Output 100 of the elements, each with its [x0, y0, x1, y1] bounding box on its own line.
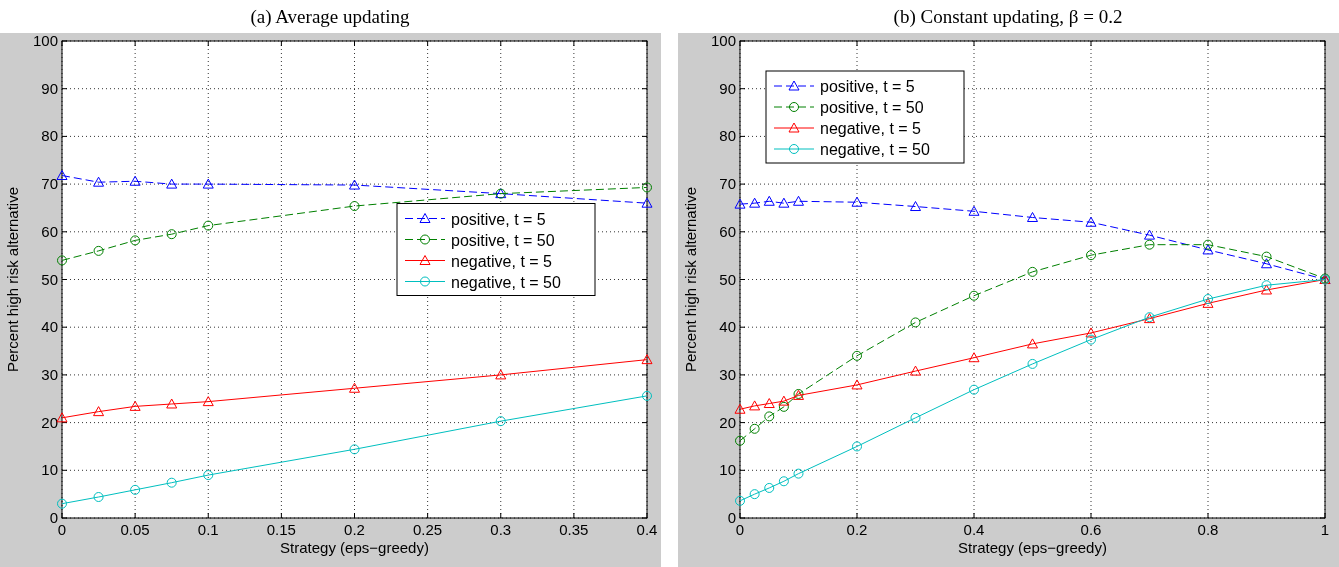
point	[735, 495, 745, 506]
y-tick-label: 50	[719, 270, 736, 288]
y-tick-label: 30	[719, 365, 736, 383]
point	[969, 290, 979, 301]
chart-title: (b) Constant updating, β = 0.2	[893, 6, 1123, 28]
y-tick-label: 90	[41, 79, 58, 97]
y-tick-label: 40	[719, 318, 736, 336]
x-tick-label: 0.2	[846, 521, 868, 538]
y-tick-label: 100	[710, 32, 736, 49]
y-tick-label: 80	[719, 127, 736, 145]
point	[129, 175, 141, 186]
point	[56, 170, 68, 181]
x-tick-label: 0.15	[266, 521, 296, 538]
point	[93, 406, 105, 417]
point	[851, 196, 863, 207]
point	[642, 182, 652, 193]
legend-label: positive, t = 5	[451, 210, 546, 228]
point	[778, 395, 790, 406]
point	[734, 403, 746, 414]
point	[203, 470, 214, 481]
point	[910, 412, 921, 423]
point	[202, 396, 214, 407]
y-tick-label: 20	[719, 413, 736, 431]
point	[1261, 251, 1272, 262]
point	[1085, 216, 1097, 227]
point	[793, 468, 804, 479]
point	[778, 197, 790, 208]
point	[793, 195, 804, 206]
x-tick-label: 0.25	[413, 521, 443, 538]
legend-label: positive, t = 50	[820, 99, 924, 116]
point	[642, 390, 652, 401]
y-tick-label: 60	[41, 222, 58, 240]
point	[641, 354, 653, 365]
point	[1027, 266, 1038, 277]
point	[349, 444, 360, 455]
y-tick-label: 10	[41, 461, 58, 479]
point	[1027, 338, 1038, 349]
point	[763, 398, 775, 409]
point	[349, 382, 360, 393]
point	[968, 352, 980, 363]
point	[495, 416, 506, 427]
point	[93, 245, 104, 256]
point	[1202, 244, 1214, 255]
point	[1086, 250, 1096, 261]
y-tick-label: 90	[719, 79, 736, 97]
point	[1261, 280, 1272, 291]
point	[349, 201, 360, 212]
point	[129, 400, 141, 411]
point	[851, 379, 863, 390]
point	[735, 435, 745, 446]
y-axis-title: Percent high risk alternative	[682, 186, 699, 373]
point	[734, 198, 746, 209]
point	[1086, 334, 1096, 345]
point	[764, 411, 775, 422]
x-tick-label: 0.05	[120, 521, 150, 538]
legend-label: negative, t = 50	[820, 141, 930, 158]
y-tick-label: 30	[41, 365, 58, 383]
point	[1144, 229, 1155, 240]
x-tick-label: 0.4	[963, 521, 985, 538]
point	[166, 477, 177, 488]
legend-label: negative, t = 5	[451, 252, 553, 270]
x-tick-label: 0.4	[636, 521, 658, 538]
y-tick-label: 40	[41, 318, 58, 336]
x-axis-title: Strategy (eps−greedy)	[958, 539, 1107, 556]
point	[749, 489, 760, 500]
point	[852, 350, 862, 361]
point	[56, 412, 68, 423]
point	[1027, 358, 1038, 369]
point	[130, 235, 141, 246]
y-tick-label: 20	[41, 413, 58, 431]
point	[749, 400, 761, 411]
point	[349, 179, 360, 190]
y-tick-label: 50	[41, 270, 58, 288]
point	[968, 205, 980, 216]
y-tick-label: 100	[32, 32, 58, 49]
point	[778, 401, 789, 412]
y-axis-title: Percent high risk alternative	[4, 186, 21, 373]
x-tick-label: 1	[1320, 521, 1330, 538]
point	[495, 369, 507, 380]
point	[910, 365, 921, 376]
x-axis-title: Strategy (eps−greedy)	[280, 539, 429, 556]
point	[641, 197, 653, 208]
point	[763, 195, 775, 206]
point	[1085, 327, 1097, 338]
point	[1027, 211, 1038, 222]
x-tick-label: 0.2	[344, 521, 365, 538]
point	[203, 220, 214, 231]
point	[93, 176, 105, 187]
y-tick-label: 0	[49, 509, 58, 526]
y-tick-label: 10	[719, 461, 736, 479]
point	[166, 229, 177, 240]
y-tick-label: 80	[41, 127, 58, 145]
point	[778, 476, 789, 487]
chart-title: (a) Average updating	[250, 6, 410, 28]
legend-label: negative, t = 50	[451, 273, 561, 291]
x-tick-label: 0.3	[490, 521, 512, 538]
y-tick-label: 70	[41, 175, 58, 193]
legend-label: positive, t = 50	[451, 231, 555, 249]
legend-label: negative, t = 5	[820, 120, 922, 137]
y-tick-label: 60	[719, 222, 736, 240]
